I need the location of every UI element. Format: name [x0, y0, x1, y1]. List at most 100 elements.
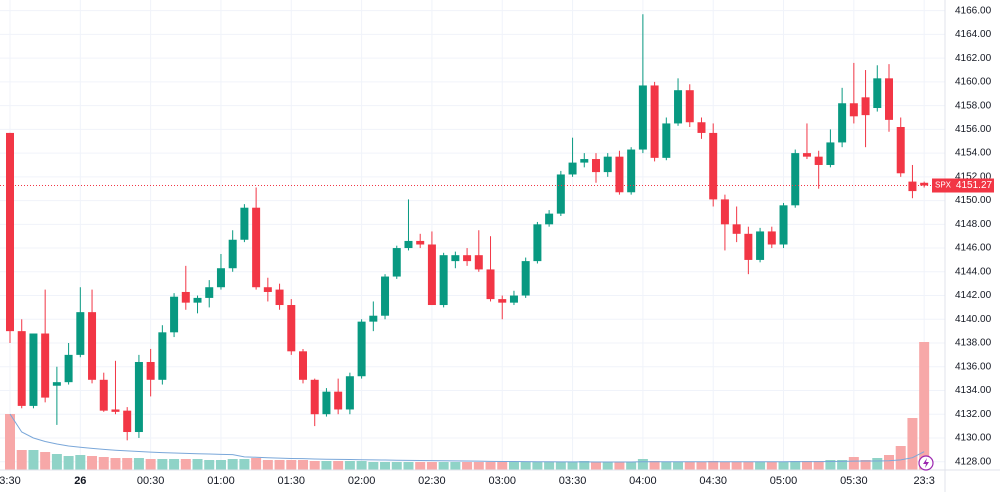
- volume-bar: [122, 458, 133, 470]
- y-tick-label: 4146.00: [955, 243, 992, 254]
- volume-bar: [544, 462, 555, 470]
- volume-bar: [145, 459, 156, 470]
- y-tick-label: 4130.00: [955, 433, 992, 444]
- volume-bar: [403, 462, 414, 470]
- volume-bar: [520, 462, 531, 470]
- candle-body: [64, 354, 73, 383]
- candle-body: [814, 156, 823, 165]
- candle-body: [263, 287, 272, 292]
- candle-body: [720, 199, 729, 225]
- volume-bar: [333, 461, 344, 470]
- volume-bar: [391, 462, 402, 470]
- volume-bar: [614, 462, 625, 470]
- symbol-label: SPX: [935, 181, 952, 190]
- volume-bar: [508, 462, 519, 470]
- candle-body: [334, 391, 343, 410]
- volume-bar: [860, 460, 871, 470]
- volume-bar: [321, 461, 332, 470]
- candle-body: [791, 153, 800, 206]
- volume-bar: [192, 459, 203, 470]
- volume-bar: [450, 462, 461, 470]
- volume-bar: [75, 455, 86, 470]
- y-tick-label: 4154.00: [955, 148, 992, 159]
- candle-body: [592, 159, 600, 173]
- replay-icon[interactable]: [918, 455, 934, 471]
- candle-body: [650, 85, 659, 158]
- candle-body: [521, 261, 530, 296]
- candle-body: [826, 142, 835, 165]
- candle-body: [41, 333, 50, 398]
- candle-body: [463, 255, 472, 262]
- volume-bar: [497, 462, 508, 470]
- x-tick-label: 23:3: [913, 475, 934, 487]
- last-price-badge: [954, 178, 994, 193]
- volume-bar: [778, 462, 789, 470]
- volume-bar: [591, 462, 601, 470]
- volume-bar: [755, 462, 766, 470]
- x-tick-label: 05:00: [770, 475, 798, 487]
- volume-bar: [169, 459, 180, 470]
- candle-body: [908, 181, 917, 192]
- candle-body: [767, 231, 776, 245]
- volume-layer: [5, 342, 930, 470]
- candle-body: [545, 213, 554, 225]
- candle-body: [638, 85, 647, 150]
- volume-bar: [368, 462, 379, 470]
- volume-bar: [637, 459, 648, 470]
- volume-bar: [848, 457, 859, 470]
- y-tick-label: 4128.00: [955, 456, 992, 467]
- x-tick-label: 01:30: [278, 475, 306, 487]
- candle-body: [193, 297, 202, 303]
- candle-body: [392, 248, 401, 277]
- candle-body: [439, 255, 448, 306]
- volume-bar: [110, 458, 121, 470]
- volume-ma: [9, 413, 925, 463]
- volume-bar: [87, 456, 98, 470]
- x-tick-label: 04:30: [699, 475, 727, 487]
- volume-bar: [309, 461, 320, 470]
- x-tick-label: 02:00: [348, 475, 376, 487]
- candle-body: [275, 289, 284, 306]
- volume-bar: [907, 418, 918, 470]
- x-tick-label: 01:00: [207, 475, 235, 487]
- y-tick-label: 4150.00: [955, 195, 992, 206]
- candle-body: [299, 351, 307, 380]
- candle-body: [697, 122, 706, 133]
- candle-body: [486, 269, 495, 300]
- volume-bar: [919, 342, 930, 470]
- y-tick-label: 4132.00: [955, 409, 992, 420]
- y-tick-label: 4152.00: [955, 171, 992, 182]
- y-tick-label: 4166.00: [955, 5, 992, 16]
- candle-body: [556, 174, 565, 214]
- candle-body: [509, 295, 518, 303]
- x-tick-label: 03:00: [488, 475, 516, 487]
- candle-body: [627, 149, 636, 193]
- candle-body: [310, 379, 319, 415]
- candle-body: [451, 255, 460, 262]
- candle-body: [427, 244, 436, 306]
- volume-bar: [227, 459, 238, 470]
- candle-body: [685, 90, 694, 123]
- volume-bar: [40, 452, 51, 470]
- volume-bar: [51, 454, 62, 470]
- candle-body: [205, 287, 214, 298]
- volume-bar: [602, 462, 613, 470]
- candle-body: [76, 312, 85, 355]
- volume-bar: [626, 462, 637, 470]
- volume-bar: [673, 462, 684, 470]
- x-tick-label: 04:00: [629, 475, 657, 487]
- candle-body: [416, 240, 425, 245]
- y-tick-label: 4134.00: [955, 385, 992, 396]
- y-tick-label: 4142.00: [955, 290, 992, 301]
- volume-bar: [825, 460, 836, 470]
- volume-bar: [239, 459, 250, 470]
- volume-bar: [298, 460, 308, 470]
- candle-body: [287, 305, 296, 352]
- candle-body: [252, 207, 261, 288]
- candle-body: [357, 321, 366, 377]
- candle-body: [369, 315, 378, 322]
- candle-body: [849, 103, 858, 117]
- volume-bar: [555, 462, 566, 470]
